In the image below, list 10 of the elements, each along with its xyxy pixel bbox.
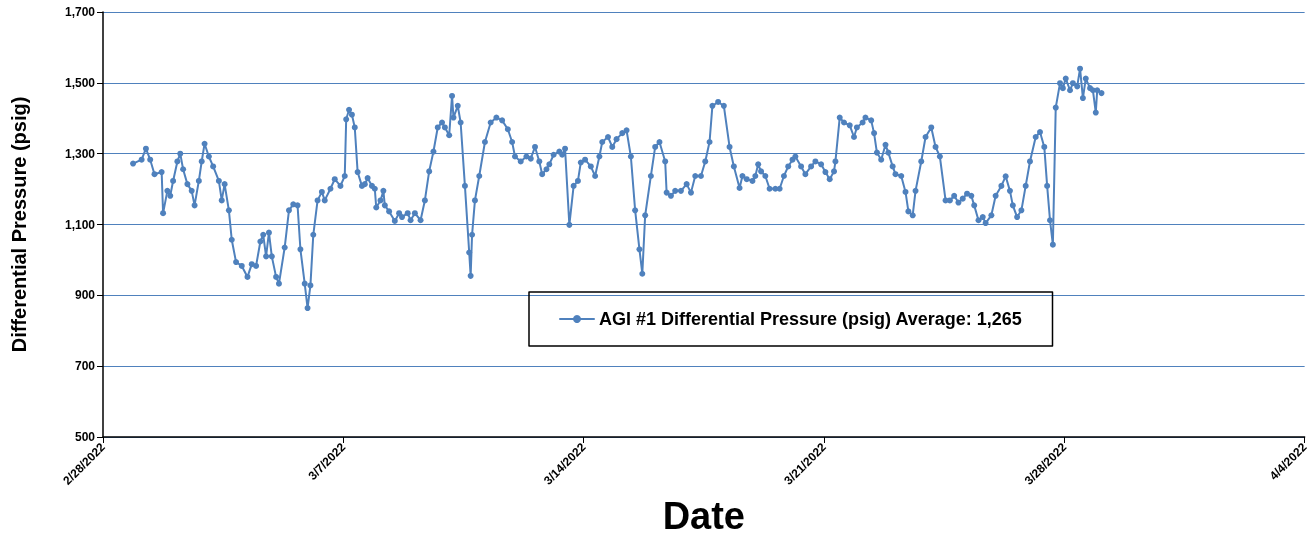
- y-tick-label: 1,700: [64, 5, 96, 19]
- y-tick-label: 900: [74, 288, 96, 303]
- y-axis-title: Differential Pressure (psig): [8, 96, 30, 353]
- y-tick-label: 500: [74, 430, 96, 444]
- y-tick-label: 700: [74, 359, 96, 374]
- y-tick-label: 1,100: [64, 217, 96, 232]
- y-tick-label: 1,500: [64, 75, 96, 90]
- y-tick-label: 1,300: [64, 146, 96, 161]
- x-axis-title: Date: [662, 495, 746, 537]
- legend-label: AGI #1 Differential Pressure (psig) Average: 1,265: [599, 309, 1022, 329]
